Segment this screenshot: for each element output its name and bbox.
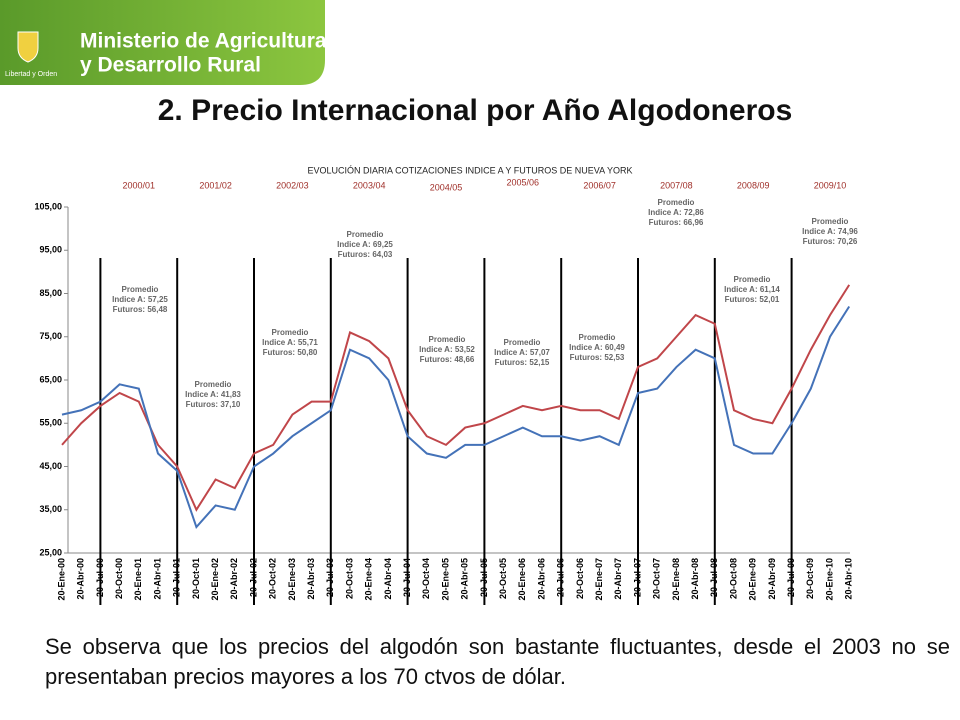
season-label: 2005/06 bbox=[507, 177, 540, 187]
x-tick-label: 20-Abr-03 bbox=[306, 558, 316, 600]
season-note: Indice A: 74,96 bbox=[802, 227, 858, 236]
x-tick-label: 20-Oct-01 bbox=[191, 558, 201, 599]
season-note: Promedio bbox=[122, 285, 159, 294]
x-tick-label: 20-Abr-07 bbox=[613, 558, 623, 600]
x-tick-label: 20-Abr-04 bbox=[383, 558, 393, 600]
x-tick-label: 20-Oct-03 bbox=[344, 558, 354, 599]
chart-title: EVOLUCIÓN DIARIA COTIZACIONES INDICE A Y… bbox=[308, 165, 633, 175]
season-note: Promedio bbox=[579, 333, 616, 342]
x-tick-label: 20-Abr-06 bbox=[536, 558, 546, 600]
slide-title: 2. Precio Internacional por Año Algodone… bbox=[158, 94, 793, 127]
season-label: 2008/09 bbox=[737, 180, 770, 190]
x-tick-label: 20-Abr-00 bbox=[76, 558, 86, 600]
body-text: Se observa que los precios del algodón s… bbox=[45, 634, 950, 689]
x-tick-label: 20-Abr-02 bbox=[229, 558, 239, 600]
season-note: Indice A: 60,49 bbox=[569, 343, 625, 352]
season-note: Indice A: 57,25 bbox=[112, 295, 168, 304]
season-label: 2009/10 bbox=[814, 180, 847, 190]
season-note: Futuros: 50,80 bbox=[263, 348, 318, 357]
chart: Ministerio de Agricultura y Desarrollo R… bbox=[0, 0, 858, 605]
x-tick-label: 20-Oct-09 bbox=[805, 558, 815, 599]
logo-line2: y Desarrollo Rural bbox=[80, 54, 261, 77]
season-note: Promedio bbox=[658, 198, 695, 207]
season-note: Indice A: 41,83 bbox=[185, 390, 241, 399]
season-label: 2002/03 bbox=[276, 180, 309, 190]
x-tick-label: 20-Abr-10 bbox=[844, 558, 854, 600]
season-note: Futuros: 37,10 bbox=[186, 400, 241, 409]
season-note: Promedio bbox=[195, 380, 232, 389]
season-note: Indice A: 72,86 bbox=[648, 208, 704, 217]
season-note: Futuros: 64,03 bbox=[338, 250, 393, 259]
logo-line1: Ministerio de Agricultura bbox=[80, 30, 327, 53]
x-tick-label: 20-Oct-07 bbox=[652, 558, 662, 599]
season-note: Futuros: 52,01 bbox=[725, 295, 780, 304]
series-line bbox=[61, 284, 851, 512]
season-note: Indice A: 55,71 bbox=[262, 338, 318, 347]
season-note: Futuros: 52,53 bbox=[570, 353, 625, 362]
season-note: Promedio bbox=[734, 275, 771, 284]
y-tick-label: 75,00 bbox=[39, 331, 62, 341]
season-note: Futuros: 52,15 bbox=[495, 358, 550, 367]
season-note: Futuros: 48,66 bbox=[420, 355, 475, 364]
x-tick-label: 20-Ene-00 bbox=[56, 558, 66, 601]
season-label: 2001/02 bbox=[199, 180, 232, 190]
season-note: Futuros: 70,26 bbox=[803, 237, 858, 246]
season-note: Promedio bbox=[347, 230, 384, 239]
season-label: 2007/08 bbox=[660, 180, 693, 190]
y-tick-label: 45,00 bbox=[39, 461, 62, 471]
x-tick-label: 20-Ene-05 bbox=[440, 558, 450, 601]
x-tick-label: 20-Ene-08 bbox=[671, 558, 681, 601]
season-note: Indice A: 53,52 bbox=[419, 345, 475, 354]
x-tick-label: 20-Ene-10 bbox=[824, 558, 834, 601]
x-tick-label: 20-Oct-00 bbox=[114, 558, 124, 599]
x-tick-label: 20-Oct-04 bbox=[421, 558, 431, 599]
x-tick-label: 20-Abr-05 bbox=[460, 558, 470, 600]
x-tick-label: 20-Ene-09 bbox=[748, 558, 758, 601]
season-label: 2004/05 bbox=[430, 182, 463, 192]
x-tick-label: 20-Ene-01 bbox=[133, 558, 143, 601]
logo-emblem bbox=[17, 31, 39, 63]
x-tick-label: 20-Ene-03 bbox=[287, 558, 297, 601]
x-tick-label: 20-Ene-06 bbox=[517, 558, 527, 601]
season-note: Futuros: 56,48 bbox=[113, 305, 168, 314]
y-tick-label: 35,00 bbox=[39, 504, 62, 514]
y-tick-label: 95,00 bbox=[39, 245, 62, 255]
logo-banner bbox=[0, 0, 325, 85]
series-line bbox=[61, 305, 851, 529]
season-label: 2000/01 bbox=[123, 180, 156, 190]
season-note: Futuros: 66,96 bbox=[649, 218, 704, 227]
x-tick-label: 20-Abr-09 bbox=[767, 558, 777, 600]
x-tick-label: 20-Abr-08 bbox=[690, 558, 700, 600]
season-note: Promedio bbox=[812, 217, 849, 226]
season-note: Promedio bbox=[429, 335, 466, 344]
x-tick-label: 20-Oct-02 bbox=[268, 558, 278, 599]
x-tick-label: 20-Oct-08 bbox=[728, 558, 738, 599]
x-tick-label: 20-Ene-04 bbox=[364, 558, 374, 601]
season-note: Indice A: 61,14 bbox=[724, 285, 780, 294]
y-tick-label: 65,00 bbox=[39, 374, 62, 384]
season-label: 2003/04 bbox=[353, 180, 386, 190]
x-tick-label: 20-Abr-01 bbox=[152, 558, 162, 600]
x-tick-label: 20-Ene-07 bbox=[594, 558, 604, 601]
season-note: Indice A: 69,25 bbox=[337, 240, 393, 249]
season-note: Indice A: 57,07 bbox=[494, 348, 550, 357]
y-tick-label: 25,00 bbox=[39, 547, 62, 557]
x-tick-label: 20-Oct-05 bbox=[498, 558, 508, 599]
season-note: Promedio bbox=[272, 328, 309, 337]
x-tick-label: 20-Ene-02 bbox=[210, 558, 220, 601]
y-tick-label: 105,00 bbox=[34, 201, 62, 211]
x-tick-label: 20-Oct-06 bbox=[575, 558, 585, 599]
season-label: 2006/07 bbox=[583, 180, 616, 190]
y-tick-label: 85,00 bbox=[39, 288, 62, 298]
logo-motto: Libertad y Orden bbox=[5, 71, 57, 78]
season-note: Promedio bbox=[504, 338, 541, 347]
y-tick-label: 55,00 bbox=[39, 418, 62, 428]
